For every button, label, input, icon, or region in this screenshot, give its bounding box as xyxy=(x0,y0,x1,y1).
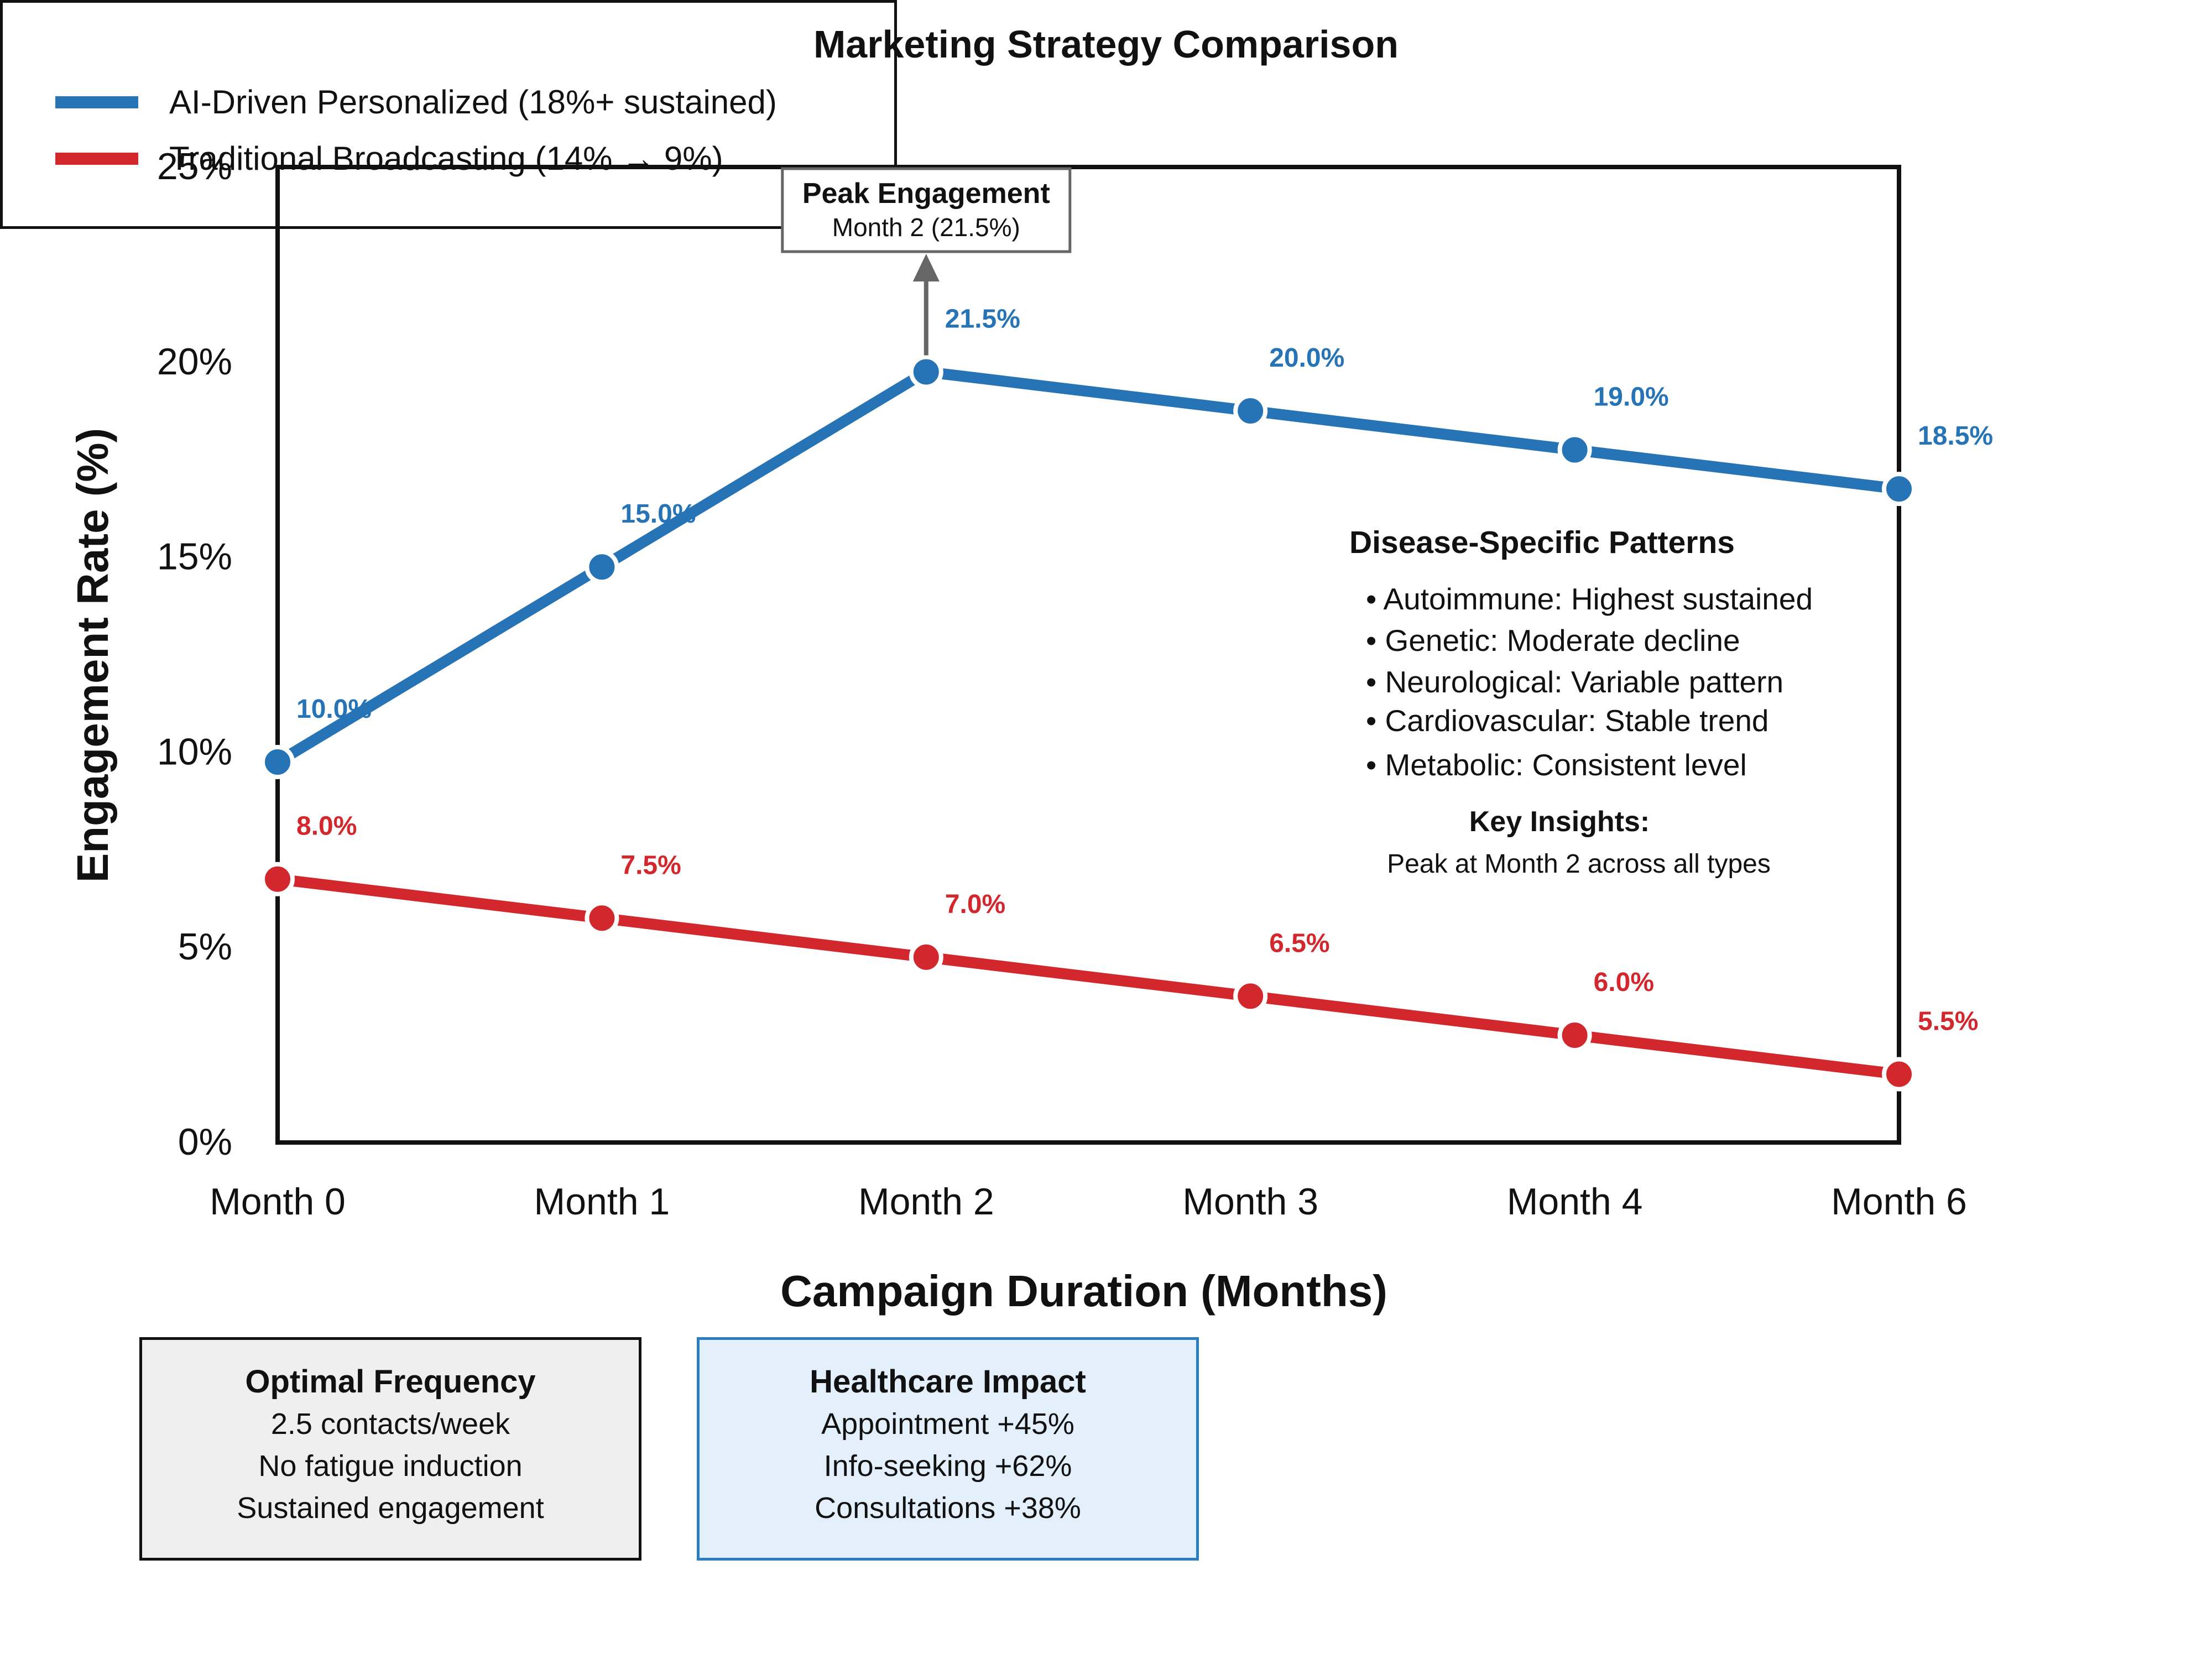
y-tick-label: 10% xyxy=(157,731,232,773)
data-point-1-3 xyxy=(1233,979,1268,1014)
chart-legend: Marketing Strategy Comparison AI-Driven … xyxy=(0,0,1399,229)
data-point-0-1 xyxy=(585,550,619,585)
data-point-1-4 xyxy=(1557,1018,1592,1052)
legend-swatch-ai xyxy=(55,96,138,108)
legend-label-traditional: Traditional Broadcasting (14% → 9%) xyxy=(169,140,723,177)
data-point-1-1 xyxy=(585,901,619,936)
optimal-frequency-box: Optimal Frequency 2.5 contacts/week No f… xyxy=(139,1337,641,1561)
peak-annotation-box xyxy=(781,167,1072,253)
optimal-frequency-line: No fatigue induction xyxy=(258,1449,523,1483)
series-line-0 xyxy=(272,366,1905,768)
healthcare-impact-line: Info-seeking +62% xyxy=(823,1449,1072,1483)
data-label-1-3: 6.5% xyxy=(1269,928,1329,958)
data-label-1-4: 6.0% xyxy=(1594,968,1654,997)
x-tick-label: Month 2 xyxy=(858,1181,994,1223)
peak-annotation: Peak Engagement Month 2 (21.5%) xyxy=(781,167,1072,356)
healthcare-impact-box: Healthcare Impact Appointment +45% Info-… xyxy=(697,1337,1199,1561)
key-insights-text: Peak at Month 2 across all types xyxy=(1387,849,1771,879)
data-label-0-2: 21.5% xyxy=(945,304,1020,333)
data-label-0-0: 10.0% xyxy=(296,695,372,724)
data-label-1-5: 5.5% xyxy=(1918,1007,1978,1036)
data-point-1-5 xyxy=(1882,1057,1916,1092)
plot-frame xyxy=(275,165,1901,1145)
data-label-1-0: 8.0% xyxy=(296,812,357,841)
y-tick-label: 15% xyxy=(157,536,232,578)
x-tick-label: Month 0 xyxy=(210,1181,346,1223)
patterns-title: Disease-Specific Patterns xyxy=(1349,525,1735,560)
peak-arrow-head xyxy=(912,254,940,281)
data-point-0-5 xyxy=(1882,472,1916,507)
pattern-item: • Neurological: Variable pattern xyxy=(1366,665,1783,699)
data-point-1-2 xyxy=(909,940,943,974)
pattern-item: • Autoimmune: Highest sustained xyxy=(1366,582,1813,616)
x-tick-label: Month 1 xyxy=(534,1181,670,1223)
legend-item-ai: AI-Driven Personalized (18%+ sustained) xyxy=(55,83,777,121)
y-tick-label: 0% xyxy=(178,1121,232,1163)
key-insights-title: Key Insights: xyxy=(1469,806,1650,838)
peak-annotation-subtitle: Month 2 (21.5%) xyxy=(832,213,1020,242)
optimal-frequency-title: Optimal Frequency xyxy=(245,1364,536,1400)
optimal-frequency-line: Sustained engagement xyxy=(237,1491,544,1525)
legend-label-ai: AI-Driven Personalized (18%+ sustained) xyxy=(169,84,777,121)
healthcare-impact-line: Consultations +38% xyxy=(815,1491,1081,1525)
legend-title: Marketing Strategy Comparison xyxy=(813,23,1399,66)
y-axis-title: Engagement Rate (%) xyxy=(68,428,117,883)
x-tick-label: Month 6 xyxy=(1831,1181,1967,1223)
disease-patterns-note: Disease-Specific Patterns • Autoimmune: … xyxy=(1349,525,1813,879)
data-label-0-5: 18.5% xyxy=(1918,421,1993,451)
data-point-0-2 xyxy=(909,354,943,389)
x-axis-title: Campaign Duration (Months) xyxy=(780,1266,1387,1316)
x-tick-label: Month 3 xyxy=(1182,1181,1318,1223)
y-tick-label: 20% xyxy=(157,341,232,383)
optimal-frequency-line: 2.5 contacts/week xyxy=(270,1407,510,1441)
data-point-0-4 xyxy=(1557,432,1592,467)
data-point-0-0 xyxy=(260,745,295,780)
data-point-1-0 xyxy=(260,862,295,896)
peak-annotation-title: Peak Engagement xyxy=(802,178,1050,210)
series-line-1 xyxy=(272,873,1905,1080)
data-label-0-4: 19.0% xyxy=(1594,383,1669,412)
data-label-1-1: 7.5% xyxy=(620,851,681,880)
y-tick-label: 25% xyxy=(157,145,232,187)
healthcare-impact-title: Healthcare Impact xyxy=(810,1364,1086,1400)
healthcare-impact-line: Appointment +45% xyxy=(821,1407,1074,1441)
legend-swatch-traditional xyxy=(55,152,138,165)
x-tick-label: Month 4 xyxy=(1507,1181,1643,1223)
pattern-item: • Genetic: Moderate decline xyxy=(1366,623,1740,658)
data-label-1-2: 7.0% xyxy=(945,890,1005,919)
y-tick-label: 5% xyxy=(178,926,232,968)
pattern-item: • Metabolic: Consistent level xyxy=(1366,748,1747,782)
pattern-item: • Cardiovascular: Stable trend xyxy=(1366,703,1769,738)
data-point-0-3 xyxy=(1233,394,1268,428)
data-label-0-3: 20.0% xyxy=(1269,343,1344,373)
legend-item-traditional: Traditional Broadcasting (14% → 9%) xyxy=(55,139,723,178)
data-label-0-1: 15.0% xyxy=(620,499,696,529)
